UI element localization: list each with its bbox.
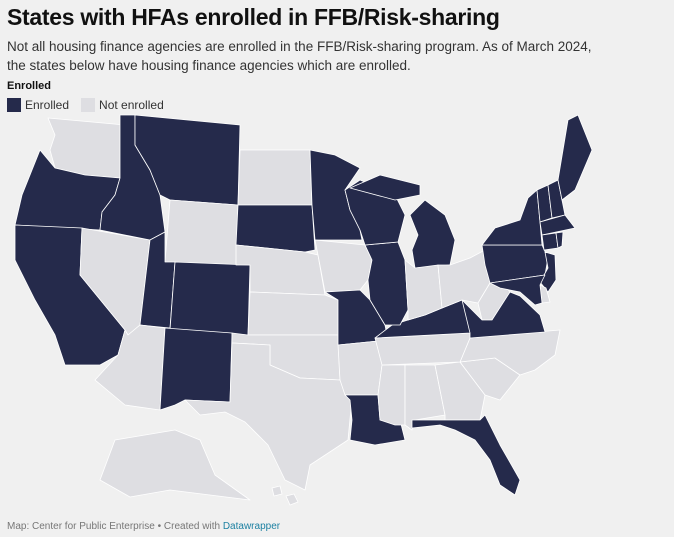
state-shape[interactable] [489, 274, 546, 306]
state-shape[interactable] [374, 332, 471, 366]
state-ma[interactable] [539, 214, 576, 236]
state-shape[interactable] [349, 174, 421, 201]
state-shape[interactable] [169, 261, 251, 336]
state-il[interactable] [364, 241, 409, 326]
state-shape[interactable] [99, 429, 251, 501]
state-nj[interactable] [539, 251, 557, 293]
datawrapper-link[interactable]: Datawrapper [222, 521, 281, 532]
state-shape[interactable] [364, 241, 409, 326]
legend-label-enrolled: Enrolled [25, 98, 70, 112]
state-shape[interactable] [159, 327, 233, 411]
state-shape[interactable] [539, 251, 557, 293]
state-mt[interactable] [134, 114, 241, 206]
state-ct[interactable] [541, 232, 559, 251]
state-shape[interactable] [134, 114, 241, 206]
state-shape[interactable] [164, 199, 239, 266]
state-ny[interactable] [481, 189, 543, 246]
state-shape[interactable] [411, 414, 521, 496]
state-mi[interactable] [349, 174, 456, 269]
footer-source: Map: Center for Public Enterprise • Crea… [7, 521, 223, 532]
state-shape[interactable] [235, 204, 316, 253]
state-fl[interactable] [411, 414, 521, 496]
state-shape[interactable] [404, 259, 443, 321]
state-ak[interactable] [99, 429, 251, 501]
state-shape[interactable] [461, 291, 546, 339]
state-shape[interactable] [377, 364, 406, 426]
state-co[interactable] [169, 261, 251, 336]
state-ia[interactable] [314, 239, 373, 293]
state-wy[interactable] [164, 199, 239, 266]
state-shape[interactable] [555, 231, 564, 249]
legend-swatch-enrolled [7, 98, 21, 112]
state-shape[interactable] [541, 232, 559, 251]
state-shape[interactable] [409, 199, 456, 269]
state-va[interactable] [461, 291, 546, 339]
state-shape[interactable] [539, 214, 576, 236]
legend-title: Enrolled [7, 80, 52, 92]
state-tx[interactable] [184, 342, 353, 491]
state-shape[interactable] [557, 114, 593, 201]
state-shape[interactable] [285, 493, 299, 506]
map-description: Not all housing finance agencies are enr… [7, 39, 592, 73]
state-ri[interactable] [555, 231, 564, 249]
map-title: States with HFAs enrolled in FFB/Risk-sh… [7, 4, 500, 30]
state-me[interactable] [557, 114, 593, 201]
legend-swatch-not-enrolled [81, 98, 96, 112]
footer: Map: Center for Public Enterprise • Crea… [7, 521, 280, 532]
state-shape[interactable] [237, 149, 313, 206]
state-shape[interactable] [184, 342, 353, 491]
legend-label-not-enrolled: Not enrolled [99, 98, 164, 112]
state-sd[interactable] [235, 204, 316, 253]
state-shape[interactable] [247, 291, 339, 336]
state-shape[interactable] [547, 179, 566, 219]
state-nc[interactable] [459, 329, 561, 376]
state-ks[interactable] [247, 291, 339, 336]
state-ms[interactable] [377, 364, 406, 426]
state-shape[interactable] [481, 189, 543, 246]
state-shape[interactable] [459, 329, 561, 376]
state-in[interactable] [404, 259, 443, 321]
state-nd[interactable] [237, 149, 313, 206]
legend: Enrolled Not enrolled [7, 98, 176, 112]
state-shape[interactable] [314, 239, 373, 293]
state-hi[interactable] [271, 485, 299, 506]
state-shape[interactable] [271, 485, 283, 497]
state-nh[interactable] [547, 179, 566, 219]
state-tn[interactable] [374, 332, 471, 366]
state-md[interactable] [489, 274, 546, 306]
state-nm[interactable] [159, 327, 233, 411]
